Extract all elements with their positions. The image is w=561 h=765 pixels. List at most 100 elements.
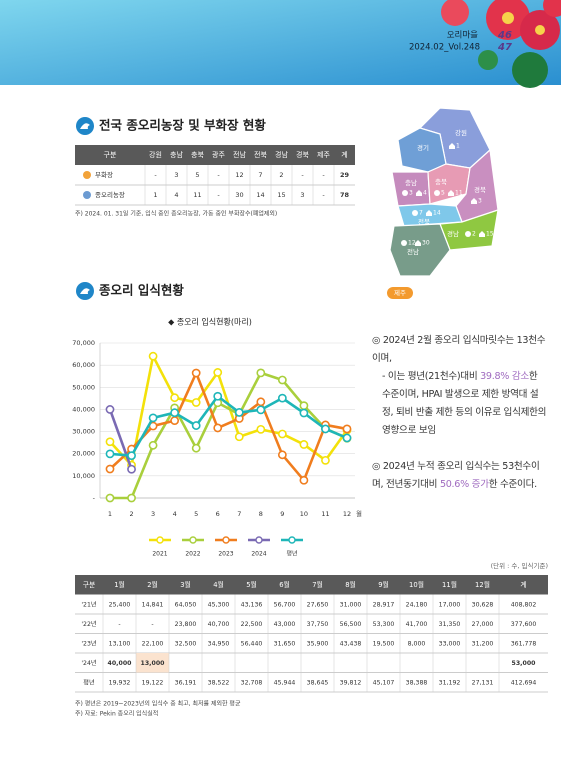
cell: 361,778 [511,640,537,647]
highlight-cell [136,653,169,673]
y-tick-label: 60,000 [72,361,95,369]
cell: 412,694 [511,679,537,686]
cell: 53,300 [373,621,395,628]
cell: 27,650 [307,601,329,608]
farm-count: 11 [455,190,463,197]
row-header: 평년 [83,678,95,686]
y-tick-label: 20,000 [72,450,95,458]
data-point [170,416,180,426]
cell: 45,107 [373,679,395,686]
region-name: 충남 [405,178,417,187]
x-tick-label: 12 [343,510,351,518]
cell: 377,600 [511,621,537,628]
x-tick-label: 5 [194,510,198,518]
cell: 25,400 [109,601,131,608]
map-region [389,223,451,277]
section-title: 종오리 입식현황 [99,283,184,298]
cell: 40,000 [108,660,133,667]
farm-icon [415,240,421,246]
legend-swatch [288,536,296,544]
hatchery-count: 2 [472,231,476,238]
cell: 13,100 [109,640,131,647]
x-axis-unit: 월 [356,509,362,518]
data-point [170,393,180,403]
farm-count: 15 [486,231,494,238]
cell: 12 [235,171,243,179]
hatchery-icon [402,190,408,196]
data-point [299,475,309,485]
cell: - [217,191,220,199]
cell: 41,700 [406,621,428,628]
data-point [256,397,266,407]
column-header: 4월 [213,580,224,589]
row-header: '23년 [81,639,97,647]
farm-count: 4 [423,190,427,197]
cell: - [301,171,304,179]
row-header: '22년 [81,620,97,628]
cell: 22,500 [241,621,263,628]
cell: 11 [193,191,201,199]
cell: 31,650 [274,640,296,647]
cell: 22,100 [142,640,164,647]
column-header: 충남 [170,150,183,159]
cell: 14,841 [142,601,164,608]
cell: 38,522 [208,679,230,686]
x-tick-label: 9 [280,510,284,518]
cell: 31,192 [439,679,461,686]
cell: 36,191 [175,679,197,686]
cell: 38,388 [406,679,428,686]
cell: 37,750 [307,621,329,628]
cell: 45,300 [208,601,230,608]
row-header: 부화장 [95,170,113,179]
series-line [109,354,349,467]
section-icon [76,282,94,300]
cell: - [151,621,153,628]
cell: 40,700 [208,621,230,628]
cell: 56,700 [274,601,296,608]
cell: 7 [258,171,262,179]
farm-icon [449,143,455,149]
cell: 3 [300,191,304,199]
cell: 31,000 [340,601,362,608]
data-point [277,450,287,460]
data-point [342,424,352,434]
data-point [256,405,266,415]
column-header: 구분 [83,581,96,589]
region-name: 경북 [474,185,486,194]
series-line [109,394,348,457]
region-name: 제주 [394,289,406,297]
cell: 33,000 [439,640,461,647]
cell: 5 [195,171,199,179]
farm-icon [479,231,485,237]
data-point [234,432,244,442]
column-header: 12월 [475,580,490,589]
x-tick-label: 7 [237,510,241,518]
cell: 27,000 [472,621,494,628]
data-point [277,429,287,439]
farm-icon [416,190,422,196]
data-point [277,375,287,385]
row-header: '21년 [81,600,97,608]
cell: 1 [153,191,157,199]
column-header: 경남 [275,150,288,159]
cell: 3 [174,171,178,179]
data-point [256,424,266,434]
column-header: 계 [341,150,347,159]
series-line [110,371,348,500]
legend-swatch [189,536,197,544]
cell: 408,802 [511,601,537,608]
data-point [191,398,201,407]
cell: 15 [277,191,285,199]
cell: 35,900 [307,640,329,647]
cell: 34,950 [208,640,230,647]
text: ◎ 2024년 누적 종오리 입식수는 53천수이며, 전년동기대비 [372,461,540,490]
page-number: 47 [497,42,512,53]
cell: - [154,171,157,179]
column-header: 제주 [317,151,330,159]
table-unit: (단위 : 수, 입식기준) [491,561,548,570]
data-point [127,451,136,461]
data-point [105,449,115,459]
